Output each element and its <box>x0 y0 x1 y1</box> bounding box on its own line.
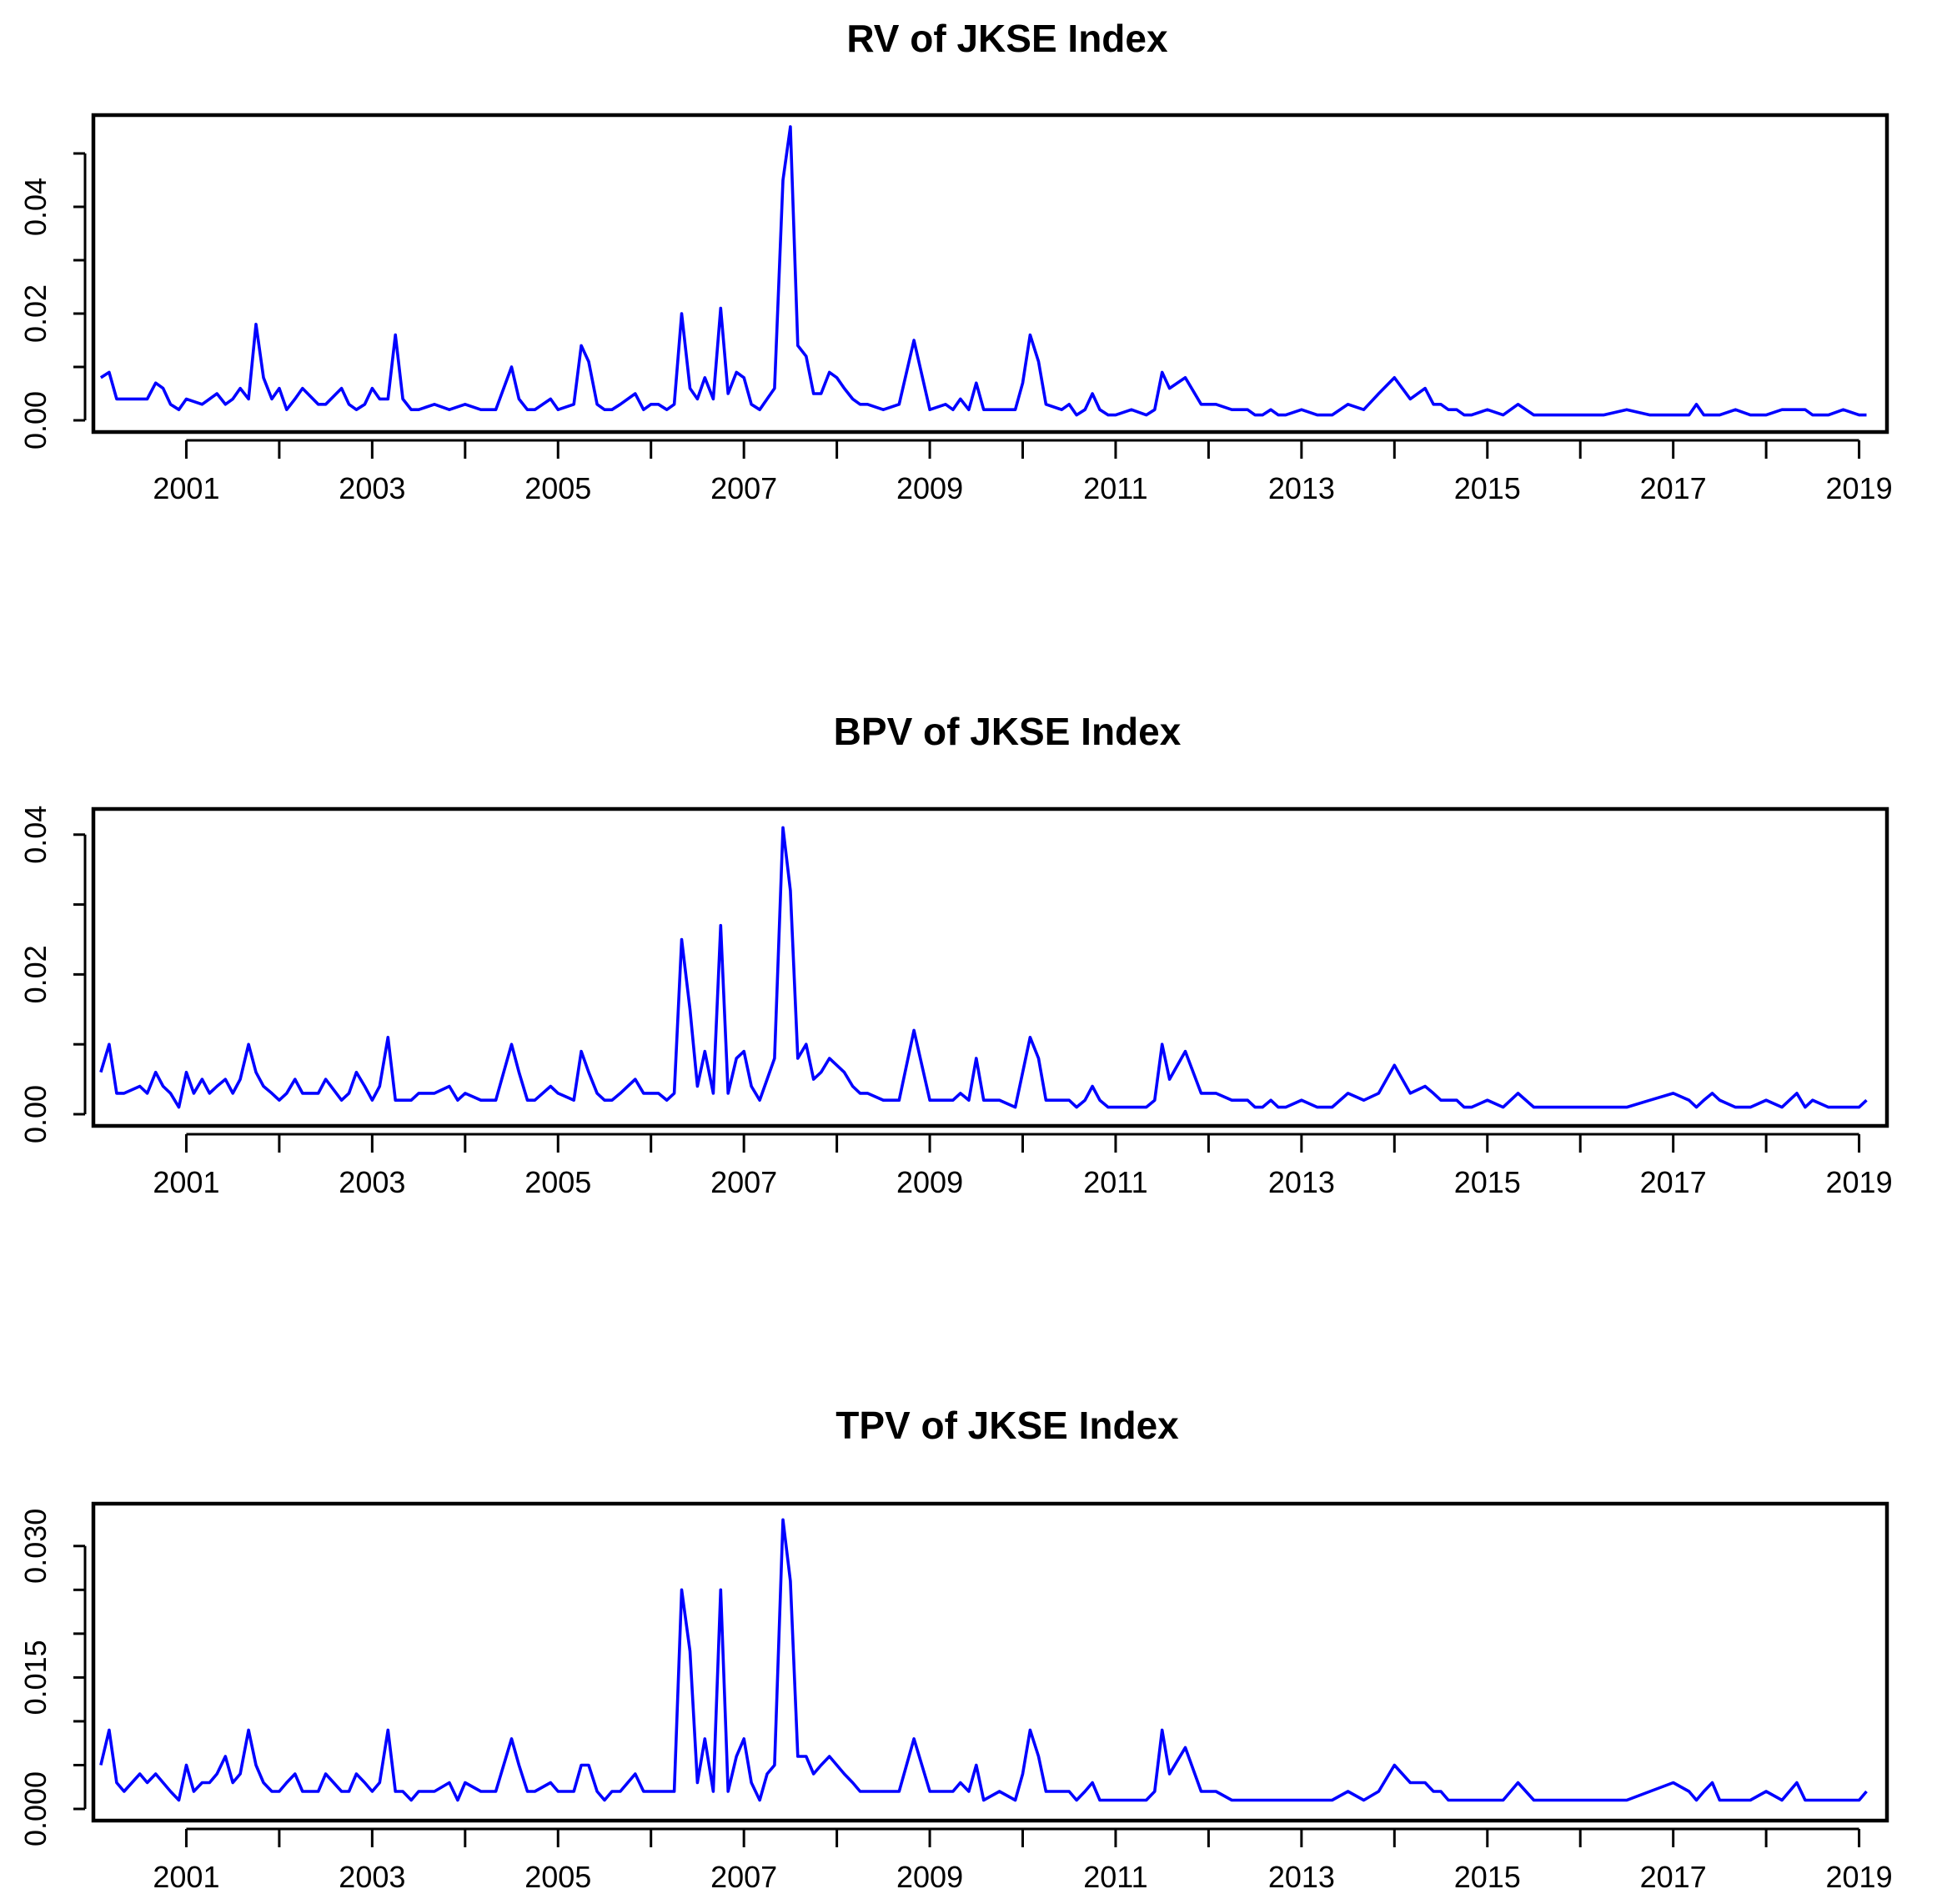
tpv-x-tick-label: 2001 <box>153 1860 219 1894</box>
rv-y-tick-label: 0.00 <box>18 391 53 450</box>
bpv-x-tick-label: 2011 <box>1083 1165 1147 1199</box>
tpv-series-line <box>99 1518 1868 1802</box>
tpv-x-tick-label: 2017 <box>1640 1860 1707 1894</box>
bpv-x-tick-label: 2019 <box>1826 1165 1893 1199</box>
rv-x-tick-label: 2007 <box>710 471 777 505</box>
rv-y-tick-label: 0.04 <box>18 178 53 236</box>
rv-x-tick-label: 2017 <box>1640 471 1707 505</box>
bpv-plot-frame <box>91 806 1889 1128</box>
tpv-x-tick-label: 2019 <box>1826 1860 1893 1894</box>
rv-chart-title: RV of JKSE Index <box>846 17 1168 60</box>
rv-x-tick-label: 2009 <box>896 471 963 505</box>
tpv-plot-frame <box>91 1501 1889 1823</box>
bpv-y-tick-label: 0.02 <box>18 945 53 1003</box>
bpv-x-tick-label: 2003 <box>339 1165 405 1199</box>
tpv-y-tick-label: 0.015 <box>18 1640 53 1715</box>
bpv-x-tick-label: 2017 <box>1640 1165 1707 1199</box>
bpv-x-tick-label: 2009 <box>896 1165 963 1199</box>
rv-x-tick-label: 2003 <box>339 471 405 505</box>
bpv-y-tick-label: 0.04 <box>18 806 53 864</box>
tpv-panel: TPV of JKSE Index 0.000 0.015 0.030 2001 200… <box>18 1404 1893 1894</box>
bpv-chart-title: BPV of JKSE Index <box>834 710 1182 753</box>
bpv-series-line <box>99 826 1868 1109</box>
tpv-x-tick-label: 2011 <box>1083 1860 1147 1894</box>
bpv-x-tick-label: 2001 <box>153 1165 219 1199</box>
bpv-x-tick-label: 2015 <box>1454 1165 1521 1199</box>
tpv-x-tick-label: 2003 <box>339 1860 405 1894</box>
rv-x-tick-label: 2005 <box>524 471 591 505</box>
bpv-y-tick-label: 0.00 <box>18 1085 53 1143</box>
rv-x-tick-label: 2001 <box>153 471 219 505</box>
tpv-chart-title: TPV of JKSE Index <box>836 1404 1179 1447</box>
bpv-x-tick-label: 2005 <box>524 1165 591 1199</box>
tpv-y-tick-label: 0.030 <box>18 1509 53 1584</box>
tpv-x-tick-label: 2015 <box>1454 1860 1521 1894</box>
rv-x-tick-label: 2013 <box>1268 471 1335 505</box>
rv-x-tick-label: 2019 <box>1826 471 1893 505</box>
rv-y-tick-label: 0.02 <box>18 284 53 343</box>
rv-plot-frame <box>91 113 1889 435</box>
rv-x-tick-label: 2011 <box>1083 471 1147 505</box>
tpv-x-tick-label: 2005 <box>524 1860 591 1894</box>
rv-x-tick-label: 2015 <box>1454 471 1521 505</box>
tpv-y-tick-label: 0.000 <box>18 1771 53 1846</box>
bpv-x-tick-label: 2013 <box>1268 1165 1335 1199</box>
rv-series-line <box>99 125 1867 417</box>
tpv-x-tick-label: 2013 <box>1268 1860 1335 1894</box>
tpv-x-tick-label: 2007 <box>710 1860 777 1894</box>
tpv-x-tick-label: 2009 <box>896 1860 963 1894</box>
bpv-x-tick-label: 2007 <box>710 1165 777 1199</box>
rv-panel: RV of JKSE Index 0.00 0.02 0.04 2001 2003 200… <box>18 17 1893 505</box>
bpv-panel: BPV of JKSE Index 0.00 0.02 0.04 2001 2003 20… <box>18 710 1893 1199</box>
